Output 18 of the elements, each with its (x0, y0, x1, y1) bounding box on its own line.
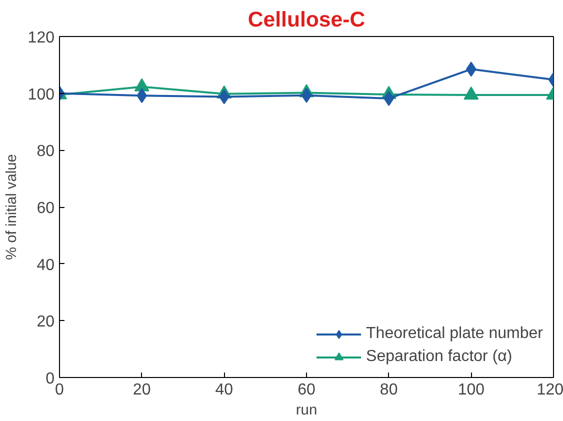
y-tick-label: 80 (36, 143, 55, 160)
x-tick-label: 40 (215, 382, 234, 398)
y-axis-title: % of initial value (4, 154, 20, 260)
x-axis-title: run (296, 402, 318, 418)
y-tick-label: 60 (36, 200, 55, 217)
x-tick-label: 20 (132, 382, 151, 398)
chart-title: Cellulose-C (248, 8, 366, 32)
y-tick-label: 0 (46, 370, 55, 388)
x-tick-label: 100 (458, 382, 485, 398)
y-tick-label: 40 (36, 256, 55, 274)
x-tick-label: 60 (298, 382, 316, 398)
x-tick-label: 80 (380, 382, 398, 398)
legend-label: Separation factor (α) (366, 348, 512, 366)
y-tick-label: 20 (36, 314, 55, 331)
x-tick-label: 120 (536, 382, 563, 398)
y-tick-label: 100 (28, 86, 55, 104)
legend-label: Theoretical plate number (366, 325, 543, 343)
y-tick-label: 120 (28, 30, 55, 46)
